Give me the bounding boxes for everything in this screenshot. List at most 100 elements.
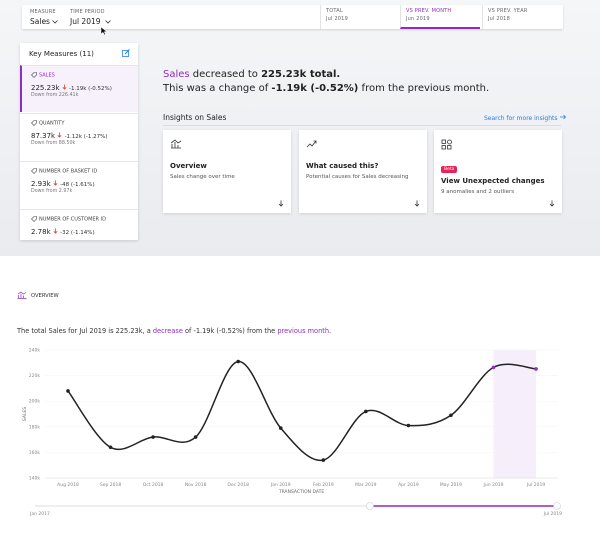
tag-icon	[31, 216, 37, 222]
card-text: 9 anomalies and 2 outliers	[441, 189, 515, 195]
y-tick-label: 160k	[29, 450, 41, 456]
slider-handle[interactable]	[366, 502, 374, 510]
measure-item[interactable]: QUANTITY 87.37k -1.12k (-1.27%) Down from …	[20, 113, 138, 160]
measure-value-row: 2.78k -32 (-1.14%)	[31, 228, 138, 236]
point	[321, 458, 326, 462]
measure-value: 2.78k	[31, 227, 51, 236]
tab[interactable]: VS PREV. YEAR Jul 2018	[482, 5, 562, 29]
measure-select[interactable]: MEASURE Sales	[30, 9, 59, 26]
summary-line1: Sales decreased to 225.23k total.	[163, 69, 340, 80]
edit-icon[interactable]	[122, 49, 130, 57]
tab-sub: Jul 2018	[488, 16, 510, 22]
card-title: What caused this?	[306, 162, 379, 170]
card-text: Potential causes for Sales decreasing	[306, 174, 409, 180]
down-icon	[53, 180, 58, 186]
measure-change: -1.19k (-0.52%)	[69, 85, 112, 92]
y-axis-label: SALES	[22, 407, 28, 421]
tag-icon	[31, 168, 37, 174]
summary-text: This was a change of	[163, 83, 272, 94]
sentence-text: The total Sales for Jul 2019 is 225.23k,…	[17, 327, 153, 335]
summary-text: from the previous month.	[358, 83, 490, 94]
range-start: Jan 2017	[29, 511, 50, 517]
sentence-highlight: decrease	[152, 327, 183, 335]
x-tick-label: Jun 2019	[483, 482, 504, 488]
x-tick-label: Feb 2019	[313, 482, 334, 488]
summary-text: decreased to	[189, 69, 262, 80]
search-text: Search for more insights	[484, 115, 558, 122]
x-tick-label: Sep 2018	[100, 482, 122, 488]
point	[491, 365, 496, 370]
sentence-text: .	[329, 327, 332, 335]
x-tick-label: Jul 2019	[526, 482, 545, 488]
point	[278, 426, 283, 430]
measure-change: -1.12k (-1.27%)	[64, 133, 108, 140]
y-tick-label: 140k	[29, 476, 41, 482]
measure-label: MEASURE	[30, 9, 56, 15]
overview-icon	[17, 291, 27, 299]
chevron	[105, 20, 111, 24]
down-icon	[53, 228, 58, 234]
measure-value-row: 2.93k -48 (-1.61%)	[31, 180, 138, 188]
card-title: Overview	[170, 162, 207, 170]
summary-total: 225.23k total.	[261, 69, 341, 80]
overview-sentence: The total Sales for Jul 2019 is 225.23k,…	[17, 327, 331, 335]
overview-title: OVERVIEW	[31, 293, 59, 299]
x-tick-label: Apr 2019	[398, 482, 419, 488]
point	[151, 435, 155, 439]
x-tick-label: Jan 2019	[270, 482, 291, 488]
measure-name: QUANTITY	[39, 120, 65, 127]
card-icon	[170, 139, 182, 149]
down-arrow	[549, 200, 555, 207]
slider-handle[interactable]	[553, 502, 561, 510]
measure-name: SALES	[39, 72, 55, 79]
measure-value-row: 225.23k -1.19k (-0.52%)	[31, 84, 138, 92]
tab-sub: Jun 2019	[406, 16, 430, 22]
period-value: Jul 2019	[70, 17, 101, 26]
tag-icon	[31, 120, 37, 126]
measure-note: Down from 226.41k	[31, 92, 79, 98]
measure-name-row: NUMBER OF CUSTOMER ID	[31, 216, 138, 223]
period-select[interactable]: TIME PERIOD Jul 2019	[70, 9, 111, 26]
down-icon	[62, 84, 67, 90]
tab[interactable]: TOTAL Jul 2019	[320, 5, 400, 29]
range-end: Jul 2019	[543, 511, 562, 517]
line	[67, 360, 537, 461]
point	[364, 409, 368, 414]
measure-name-row: SALES	[31, 72, 138, 79]
tab-active[interactable]: VS PREV. MONTH Jun 2019	[400, 5, 480, 29]
measure-item[interactable]: NUMBER OF BASKET ID 2.93k -48 (-1.61%) Dow…	[20, 161, 138, 208]
measure-name: NUMBER OF CUSTOMER ID	[39, 216, 106, 223]
x-tick-label: May 2019	[440, 482, 462, 488]
measure-name-row: NUMBER OF BASKET ID	[31, 168, 138, 175]
summary-change: -1.19k (-0.52%)	[271, 83, 359, 94]
measure-value: 225.23k	[31, 83, 60, 92]
beta-badge: Beta	[441, 166, 458, 173]
insight-card[interactable]: Overview Sales change over time	[163, 130, 291, 213]
point	[406, 423, 411, 428]
measure-item[interactable]: NUMBER OF CUSTOMER ID 2.78k -32 (-1.14%)	[20, 209, 138, 240]
measure-note: Down from 2.97k	[31, 188, 73, 194]
divider	[163, 125, 561, 126]
card-text: Sales change over time	[170, 174, 235, 180]
measure-name-row: QUANTITY	[31, 120, 138, 127]
panel-title: Key Measures (11)	[29, 50, 94, 58]
highlight-band	[493, 350, 537, 478]
cursor	[100, 26, 108, 36]
measure-change: -48 (-1.61%)	[60, 181, 95, 188]
x-tick-label: Mar 2019	[355, 482, 377, 488]
down-arrow	[278, 200, 284, 207]
insight-card[interactable]: Beta View Unexpected changes 9 anomalies…	[434, 130, 562, 213]
down-icon	[57, 132, 62, 138]
point	[236, 359, 240, 364]
measure-change: -32 (-1.14%)	[60, 229, 95, 236]
period-label: TIME PERIOD	[70, 9, 105, 15]
measure-item[interactable]: SALES 225.23k -1.19k (-0.52%) Down from 22…	[20, 65, 138, 112]
toolbar: MEASURE Sales TIME PERIOD Jul 2019 TOTAL…	[22, 5, 563, 29]
search-link[interactable]: Search for more insights	[484, 114, 567, 122]
sentence-link[interactable]: previous month	[277, 327, 330, 335]
insight-card[interactable]: What caused this? Potential causes for S…	[299, 130, 427, 213]
tab-label: VS PREV. MONTH	[406, 8, 452, 14]
tab-label: TOTAL	[326, 8, 343, 14]
